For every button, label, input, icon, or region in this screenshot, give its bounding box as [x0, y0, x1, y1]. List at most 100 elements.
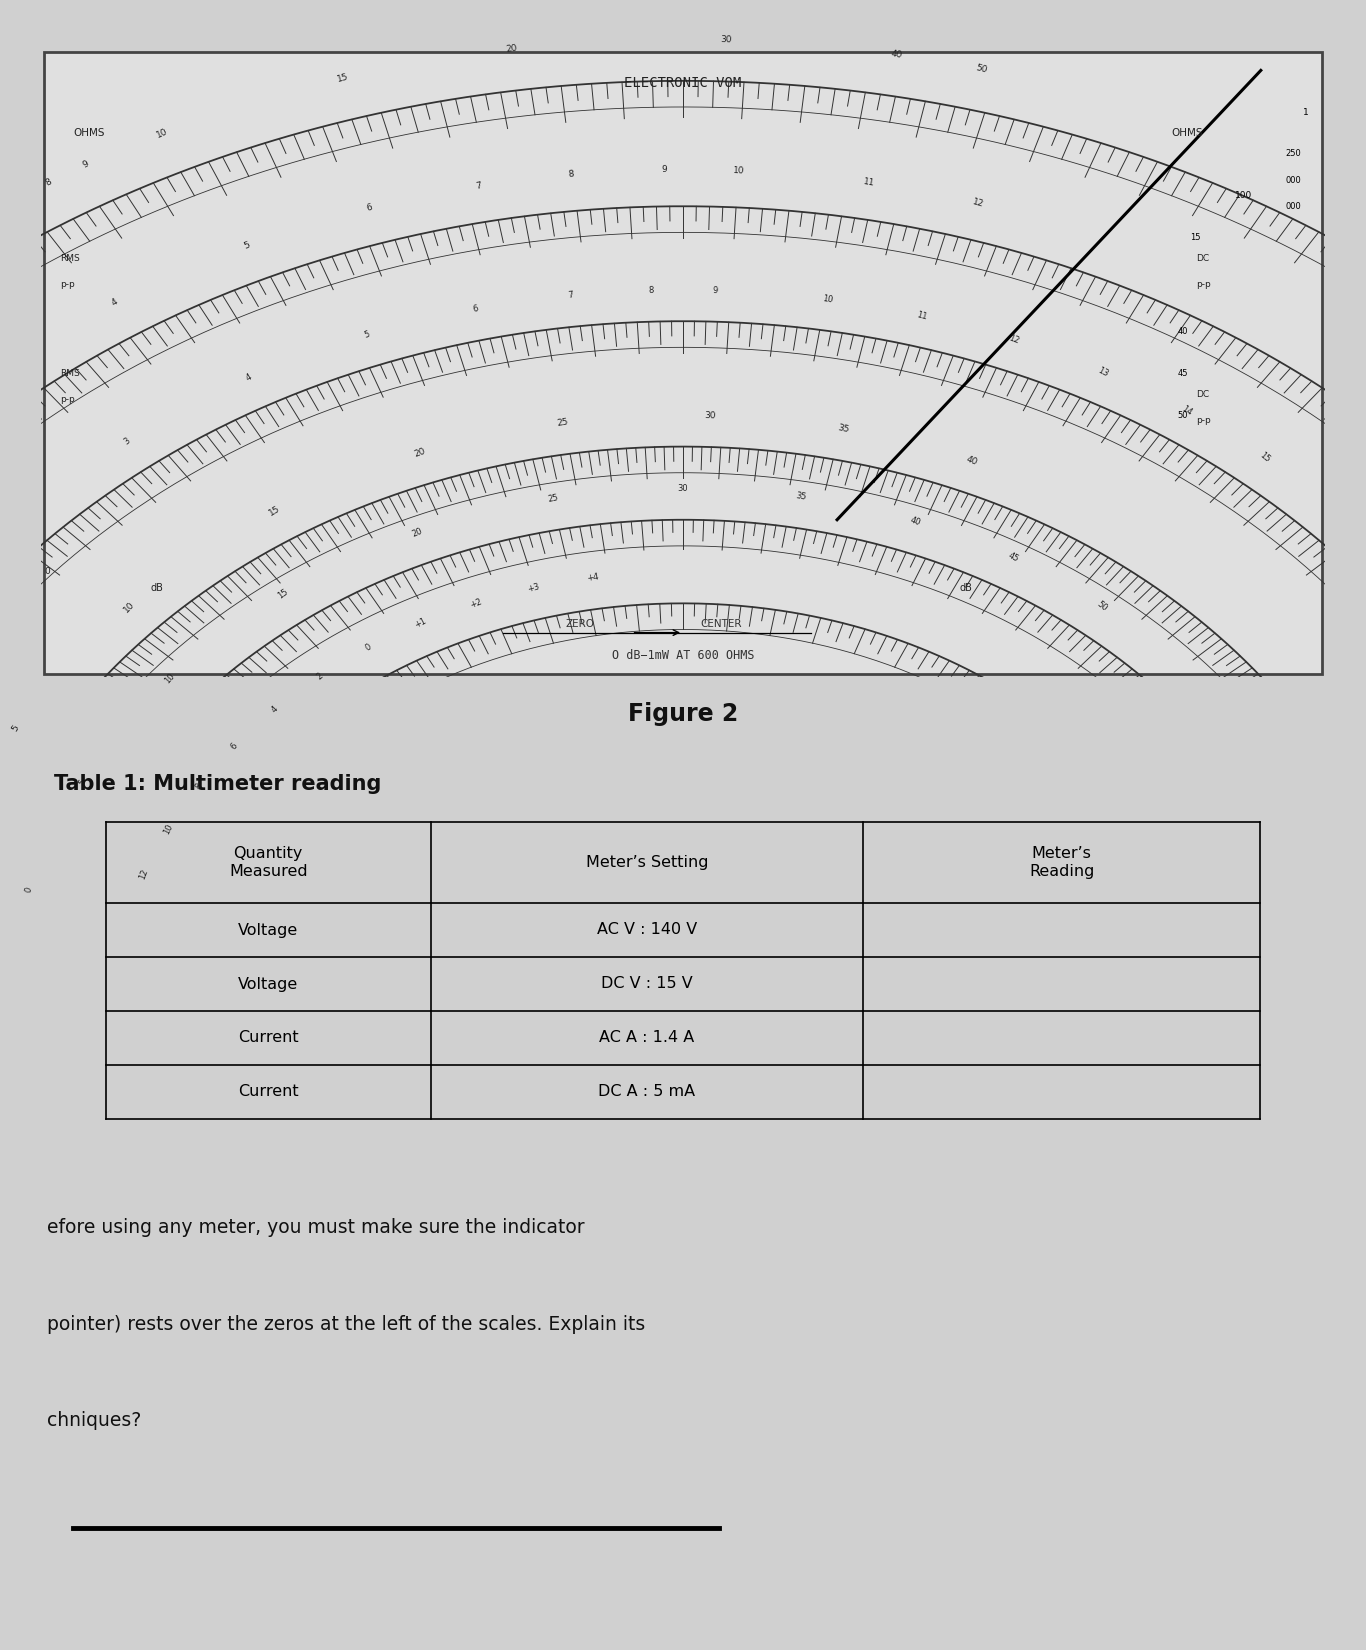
- Text: 50: 50: [974, 63, 988, 74]
- Text: 35: 35: [836, 424, 850, 434]
- Text: Current: Current: [238, 1031, 299, 1046]
- Text: 40: 40: [1177, 327, 1188, 337]
- Text: chniques?: chniques?: [48, 1411, 142, 1431]
- Text: 5: 5: [242, 239, 251, 251]
- Text: 0: 0: [23, 886, 34, 893]
- Text: 6: 6: [366, 203, 373, 213]
- Text: AC A : 1.4 A: AC A : 1.4 A: [600, 1031, 694, 1046]
- Text: OHMS: OHMS: [1171, 129, 1202, 139]
- Text: 8: 8: [44, 177, 53, 188]
- Text: 45: 45: [1177, 370, 1188, 378]
- Text: +1: +1: [414, 617, 428, 630]
- Text: DC A : 5 mA: DC A : 5 mA: [598, 1084, 695, 1099]
- Text: Meter’s Setting: Meter’s Setting: [586, 855, 708, 870]
- Text: DC: DC: [1197, 254, 1210, 262]
- Text: 4: 4: [269, 705, 280, 714]
- Text: 40: 40: [964, 455, 978, 467]
- Text: 8: 8: [193, 782, 204, 790]
- Text: 250: 250: [1285, 150, 1300, 158]
- Text: Quantity
Measured: Quantity Measured: [229, 846, 307, 879]
- Text: 9: 9: [661, 165, 667, 175]
- Text: 12: 12: [971, 198, 985, 210]
- Text: 000: 000: [1285, 201, 1300, 211]
- Text: 30: 30: [720, 35, 732, 45]
- Text: Figure 2: Figure 2: [628, 701, 738, 726]
- Text: CENTER: CENTER: [701, 619, 742, 629]
- Text: +4: +4: [586, 573, 600, 582]
- Text: 10: 10: [161, 822, 175, 835]
- Text: Table 1: Multimeter reading: Table 1: Multimeter reading: [53, 774, 381, 794]
- Text: 6: 6: [471, 304, 478, 314]
- Text: dB: dB: [959, 582, 973, 592]
- Text: 0: 0: [45, 568, 51, 576]
- Text: 15: 15: [268, 503, 281, 518]
- Text: p-p: p-p: [1197, 416, 1212, 426]
- Text: 50: 50: [1096, 599, 1109, 612]
- Text: 1: 1: [1303, 107, 1309, 117]
- Text: O dB−1mW AT 600 OHMS: O dB−1mW AT 600 OHMS: [612, 648, 754, 662]
- Text: 20: 20: [505, 43, 518, 54]
- Text: Voltage: Voltage: [238, 922, 298, 937]
- Text: 15: 15: [336, 73, 350, 84]
- Text: dB: dB: [150, 582, 163, 592]
- Text: 9: 9: [713, 285, 719, 295]
- Text: +3: +3: [526, 582, 541, 594]
- Text: 45: 45: [1007, 551, 1019, 564]
- Text: 0: 0: [363, 642, 373, 653]
- Text: +2: +2: [469, 597, 484, 609]
- Text: 15: 15: [276, 587, 290, 601]
- FancyBboxPatch shape: [44, 51, 1322, 675]
- Text: 10: 10: [734, 167, 744, 175]
- Text: 15: 15: [1190, 233, 1201, 243]
- Text: 10: 10: [154, 127, 169, 140]
- Text: 20: 20: [411, 526, 423, 538]
- Text: RMS: RMS: [60, 254, 81, 262]
- Text: pointer) rests over the zeros at the left of the scales. Explain its: pointer) rests over the zeros at the lef…: [48, 1315, 646, 1333]
- Text: 30: 30: [678, 483, 688, 493]
- Text: 40: 40: [910, 516, 922, 528]
- Text: 25: 25: [556, 417, 568, 429]
- Text: 5: 5: [11, 724, 20, 734]
- Text: p-p: p-p: [1197, 280, 1212, 289]
- Text: 15: 15: [1258, 450, 1272, 464]
- Text: p-p: p-p: [60, 394, 75, 404]
- Text: 12: 12: [1008, 333, 1020, 346]
- Text: 5: 5: [363, 330, 370, 340]
- Text: p-p: p-p: [60, 280, 75, 289]
- Text: 35: 35: [795, 492, 807, 502]
- Text: AC V : 140 V: AC V : 140 V: [597, 922, 697, 937]
- Text: 12: 12: [138, 868, 150, 879]
- Text: 4: 4: [245, 373, 254, 383]
- Text: 5: 5: [76, 777, 87, 787]
- Text: 3: 3: [122, 436, 131, 447]
- Text: efore using any meter, you must make sure the indicator: efore using any meter, you must make sur…: [48, 1218, 585, 1238]
- Text: ZERO: ZERO: [566, 619, 594, 629]
- Text: DC: DC: [1197, 389, 1210, 399]
- Text: 6: 6: [228, 741, 239, 751]
- Text: 30: 30: [703, 411, 716, 421]
- Text: 11: 11: [863, 178, 876, 188]
- Text: 8: 8: [647, 285, 653, 295]
- Text: 40: 40: [891, 50, 903, 59]
- Text: 11: 11: [917, 310, 929, 322]
- Text: 13: 13: [1096, 365, 1109, 378]
- Text: 10: 10: [822, 294, 833, 304]
- Text: 20: 20: [413, 447, 426, 459]
- Text: 4: 4: [111, 297, 120, 307]
- Text: 8: 8: [568, 170, 574, 180]
- Text: Voltage: Voltage: [238, 977, 298, 992]
- Text: RMS: RMS: [60, 370, 81, 378]
- Text: 25: 25: [548, 493, 559, 503]
- Text: 9: 9: [81, 160, 90, 170]
- Text: Current: Current: [238, 1084, 299, 1099]
- Text: Meter’s
Reading: Meter’s Reading: [1029, 846, 1094, 879]
- Text: OHMS: OHMS: [72, 129, 105, 139]
- Text: 7: 7: [475, 182, 482, 191]
- Text: 10: 10: [122, 599, 137, 614]
- Text: ELECTRONIC VOM: ELECTRONIC VOM: [624, 76, 742, 89]
- Text: 7: 7: [567, 290, 574, 300]
- Text: 000: 000: [1285, 175, 1300, 185]
- Text: 10: 10: [163, 672, 176, 686]
- Text: 50: 50: [1177, 411, 1188, 419]
- Text: 14: 14: [1180, 404, 1194, 417]
